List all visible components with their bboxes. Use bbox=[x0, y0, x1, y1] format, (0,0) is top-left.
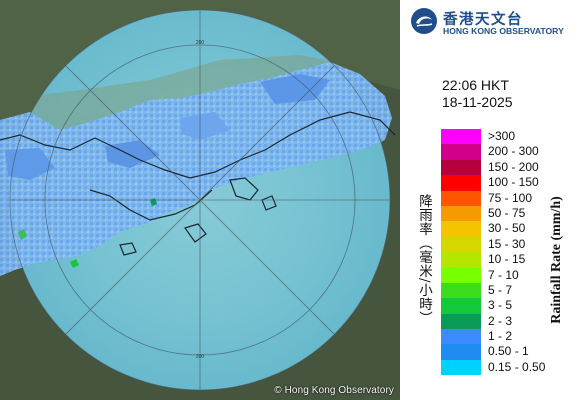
colorbar-swatch bbox=[441, 252, 481, 268]
colorbar-label: 2 - 3 bbox=[488, 313, 513, 328]
colorbar-label: 3 - 5 bbox=[488, 298, 513, 313]
colorbar-label: 0.50 - 1 bbox=[488, 344, 529, 359]
colorbar-label: 1 - 2 bbox=[488, 329, 513, 344]
observation-time: 22:06 HKT bbox=[442, 77, 509, 93]
rain-cell-green bbox=[18, 229, 27, 240]
colorbar-label: 50 - 75 bbox=[488, 205, 526, 220]
colorbar-swatch bbox=[441, 282, 481, 299]
rain-patch bbox=[260, 74, 330, 104]
rain-cell-green bbox=[70, 259, 79, 268]
hko-logo: 香港天文台 HONG KONG OBSERVATORY bbox=[410, 7, 570, 39]
colorbar-swatch bbox=[441, 329, 481, 345]
colorbar-swatch bbox=[441, 205, 481, 222]
legend-title-chinese: 降雨率（毫米/小時） bbox=[416, 194, 432, 326]
colorbar-label: 150 - 200 bbox=[488, 159, 539, 174]
radar-map-image: 200 200 bbox=[0, 0, 400, 391]
legend-panel: 香港天文台 HONG KONG OBSERVATORY 22:06 HKT 18… bbox=[400, 0, 577, 400]
radar-map: 200 200 © Hong Kong Observatory bbox=[0, 0, 400, 400]
colorbar-swatch bbox=[441, 159, 481, 176]
hko-logo-icon bbox=[411, 8, 437, 34]
colorbar-swatch bbox=[441, 313, 481, 330]
rain-patch bbox=[180, 112, 230, 140]
colorbar-label: 200 - 300 bbox=[488, 144, 539, 159]
rainfall-echoes bbox=[0, 62, 392, 276]
colorbar-label: 75 - 100 bbox=[488, 190, 533, 205]
rain-patch bbox=[5, 148, 55, 180]
logo-english-name: HONG KONG OBSERVATORY bbox=[443, 26, 564, 36]
colorbar-swatch bbox=[441, 298, 481, 314]
colorbar-label: 30 - 50 bbox=[488, 221, 526, 236]
colorbar-label: 100 - 150 bbox=[488, 175, 539, 190]
colorbar-swatch bbox=[441, 236, 481, 253]
colorbar-labels: >300 200 - 300 150 - 200 100 - 150 75 - 100 5… bbox=[488, 129, 577, 375]
colorbar-swatch bbox=[441, 175, 481, 191]
colorbar-swatch bbox=[441, 359, 481, 376]
legend-title-english: Rainfall Rate (mm/h) bbox=[549, 196, 564, 324]
range-ring-label: 200 bbox=[196, 40, 205, 46]
rain-band-main bbox=[0, 62, 392, 276]
colorbar-swatch bbox=[441, 344, 481, 360]
colorbar-label: >300 bbox=[488, 129, 516, 143]
range-ring-label: 200 bbox=[196, 354, 205, 360]
colorbar-label: 10 - 15 bbox=[488, 252, 526, 267]
colorbar bbox=[441, 129, 481, 376]
colorbar-swatch bbox=[441, 129, 481, 145]
colorbar-label: 7 - 10 bbox=[488, 267, 519, 282]
colorbar-swatch bbox=[441, 190, 481, 206]
colorbar-label: 5 - 7 bbox=[488, 282, 513, 297]
colorbar-swatch bbox=[441, 221, 481, 237]
colorbar-swatch bbox=[441, 144, 481, 160]
observation-date: 18-11-2025 bbox=[442, 94, 513, 110]
colorbar-label: 0.15 - 0.50 bbox=[488, 359, 546, 374]
range-rings bbox=[9, 9, 391, 391]
colorbar-swatch bbox=[441, 267, 481, 283]
colorbar-label: 15 - 30 bbox=[488, 236, 526, 251]
rain-patch bbox=[105, 140, 160, 168]
copyright-text: © Hong Kong Observatory bbox=[274, 385, 394, 396]
logo-chinese-name: 香港天文台 bbox=[443, 12, 523, 28]
